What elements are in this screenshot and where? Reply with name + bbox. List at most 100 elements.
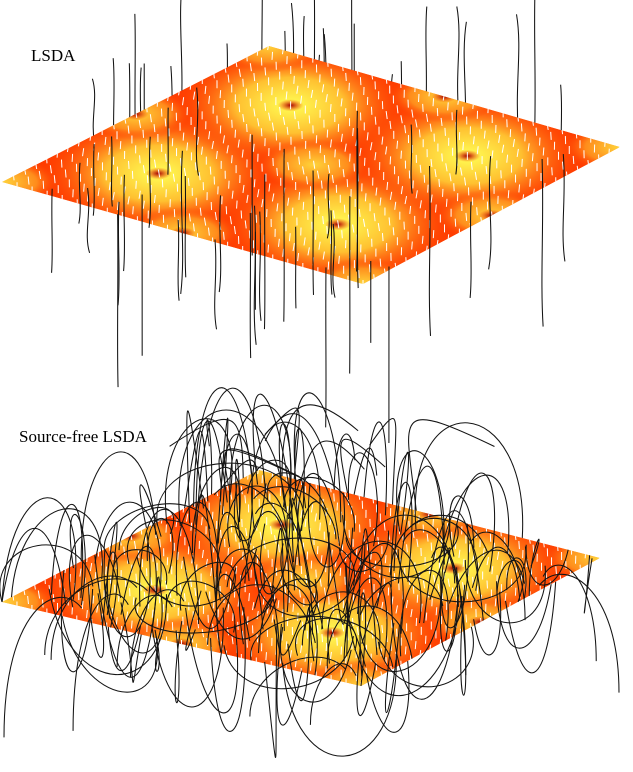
spin-arrow bbox=[181, 560, 183, 569]
spin-arrow bbox=[248, 230, 251, 239]
spin-arrow bbox=[337, 614, 339, 623]
spin-arrow bbox=[389, 120, 392, 129]
spin-arrow bbox=[572, 155, 575, 164]
spin-arrow bbox=[238, 68, 241, 77]
field-line bbox=[515, 14, 520, 134]
spin-arrow bbox=[464, 177, 467, 186]
spin-arrow bbox=[489, 175, 492, 185]
spin-arrow bbox=[316, 170, 320, 179]
field-line-loop bbox=[402, 529, 456, 584]
spin-arrow bbox=[441, 153, 443, 162]
field-line-loop bbox=[129, 589, 185, 678]
field-line-loop bbox=[116, 594, 173, 667]
spin-arrow bbox=[496, 551, 500, 560]
vortex-core bbox=[478, 209, 505, 222]
spin-arrow bbox=[364, 193, 367, 202]
spin-arrow bbox=[374, 116, 377, 125]
spin-arrow bbox=[476, 146, 479, 155]
spin-arrow bbox=[240, 486, 243, 495]
field-line-loop bbox=[215, 573, 251, 653]
field-line bbox=[110, 136, 113, 207]
spin-arrow bbox=[386, 181, 389, 190]
surface-source-free bbox=[2, 470, 600, 686]
spin-arrow bbox=[404, 646, 407, 655]
spin-arrow bbox=[293, 75, 295, 84]
spin-arrow bbox=[425, 612, 428, 621]
spin-arrow bbox=[561, 161, 564, 170]
field-line-loop bbox=[165, 580, 236, 633]
field-line-loop bbox=[193, 494, 217, 603]
field-line-loop bbox=[216, 417, 229, 550]
spin-arrow bbox=[618, 142, 620, 152]
spin-arrow bbox=[249, 63, 252, 72]
spin-arrow bbox=[187, 177, 190, 186]
field-line-loop bbox=[94, 501, 162, 592]
field-line-loop bbox=[464, 559, 546, 624]
field-line bbox=[456, 6, 460, 114]
spin-arrow bbox=[127, 196, 130, 205]
spin-arrow bbox=[465, 212, 468, 222]
spin-arrow bbox=[238, 104, 241, 113]
spin-arrow bbox=[381, 232, 384, 242]
field-line bbox=[123, 174, 126, 272]
spin-arrow bbox=[229, 216, 232, 225]
spin-arrow bbox=[192, 223, 195, 232]
field-line-loop bbox=[414, 422, 524, 538]
field-line-loop bbox=[452, 472, 496, 572]
spin-arrow bbox=[327, 164, 331, 174]
field-line bbox=[180, 150, 184, 295]
spin-arrow bbox=[325, 564, 327, 573]
spin-arrow bbox=[227, 603, 230, 613]
edge-glow bbox=[201, 470, 317, 496]
spin-arrow bbox=[494, 598, 497, 607]
spin-arrow bbox=[123, 546, 126, 555]
spin-arrow bbox=[404, 125, 407, 134]
spin-arrow bbox=[183, 167, 187, 177]
spin-arrow bbox=[125, 611, 129, 620]
spin-arrow bbox=[256, 610, 259, 620]
spin-arrow bbox=[575, 130, 578, 139]
spin-arrow bbox=[351, 617, 354, 627]
spin-arrow bbox=[298, 191, 301, 201]
spin-arrow bbox=[329, 651, 332, 660]
spin-arrow bbox=[282, 116, 286, 125]
spin-arrow bbox=[516, 148, 519, 158]
spin-arrow bbox=[384, 555, 387, 564]
spin-arrow bbox=[466, 591, 469, 600]
field-line bbox=[332, 223, 336, 298]
field-line-loop bbox=[227, 485, 287, 547]
spin-arrow bbox=[465, 614, 468, 623]
spin-arrow bbox=[199, 207, 202, 216]
spin-arrow bbox=[356, 626, 359, 636]
field-line-loop bbox=[120, 602, 142, 683]
spin-arrow bbox=[314, 513, 317, 522]
spin-arrow bbox=[183, 593, 186, 602]
spin-arrow bbox=[128, 160, 130, 169]
spin-arrow bbox=[435, 607, 438, 616]
spin-arrow bbox=[297, 252, 300, 262]
spin-arrow bbox=[242, 78, 244, 87]
field-line-loop bbox=[197, 387, 267, 502]
field-line-loop bbox=[397, 465, 445, 584]
spin-arrow bbox=[211, 140, 214, 150]
spin-arrow bbox=[460, 167, 463, 176]
spin-arrow bbox=[267, 244, 270, 253]
field-line-loop bbox=[69, 514, 86, 606]
surface-lsda bbox=[2, 46, 620, 284]
spin-arrow bbox=[42, 180, 45, 189]
field-line-loop bbox=[279, 623, 352, 703]
spin-arrow bbox=[447, 102, 449, 111]
spin-arrow bbox=[38, 170, 42, 179]
spin-arrow bbox=[604, 138, 606, 147]
spin-arrow bbox=[314, 648, 318, 657]
spin-arrow bbox=[175, 519, 178, 528]
spin-arrow bbox=[422, 580, 426, 589]
spin-arrow bbox=[457, 573, 460, 582]
spin-arrow bbox=[177, 551, 179, 560]
field-line-loop bbox=[252, 393, 295, 531]
spin-arrow bbox=[27, 176, 30, 185]
field-line-loop bbox=[205, 591, 277, 640]
spin-arrow bbox=[411, 241, 413, 250]
spin-arrow bbox=[226, 145, 229, 154]
panel-label-lsda: LSDA bbox=[31, 46, 76, 65]
